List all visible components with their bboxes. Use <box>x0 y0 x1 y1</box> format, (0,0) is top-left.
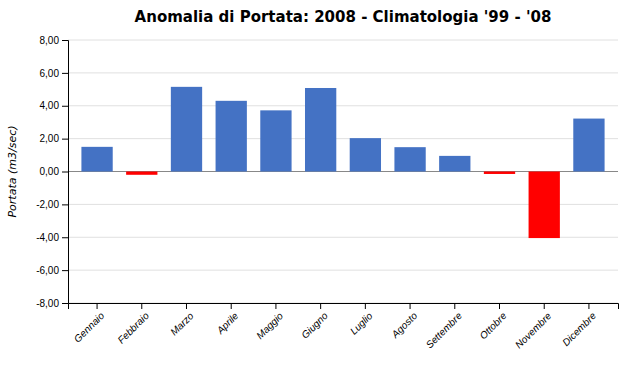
y-tick-mark <box>62 237 68 238</box>
x-tick: Luglio <box>348 303 375 337</box>
x-tick-mark <box>320 303 321 309</box>
y-tick-label: -8,00 <box>36 298 59 309</box>
x-tick-mark <box>186 303 187 309</box>
x-tick-label: Luglio <box>348 310 375 337</box>
x-tick-mark <box>499 303 500 309</box>
x-tick-label: Gennaio <box>72 310 107 345</box>
y-tick: -6,00 <box>36 265 68 276</box>
bar <box>529 172 560 239</box>
y-tick: -4,00 <box>36 232 68 243</box>
x-tick-label: Novembre <box>513 310 554 351</box>
grid <box>68 40 618 303</box>
x-tick-label: Febbraio <box>115 310 151 346</box>
y-tick-mark <box>62 172 68 173</box>
y-tick-label: -2,00 <box>36 199 59 210</box>
bar <box>573 119 604 172</box>
plot: -8,00 -6,00 -4,00 -2,00 0,00 2,00 4,00 6,00 8,00… <box>36 35 618 351</box>
grid-line <box>68 40 618 41</box>
x-tick: Giugno <box>299 303 330 341</box>
y-tick-label: 4,00 <box>40 100 60 111</box>
x-tick-mark <box>97 303 98 309</box>
x-tick-mark <box>141 303 142 309</box>
bar <box>350 138 381 171</box>
y-axis-title: Portata (m3/sec) <box>6 125 19 217</box>
x-tick-mark <box>410 303 411 309</box>
y-tick-label: 6,00 <box>40 68 60 79</box>
y-tick-mark <box>62 270 68 271</box>
y-tick-mark <box>62 303 68 304</box>
x-tick-mark <box>231 303 232 309</box>
y-axis: -8,00 -6,00 -4,00 -2,00 0,00 2,00 4,00 6,00 8,00 <box>36 35 68 309</box>
x-tick: Marzo <box>168 303 196 338</box>
x-tick-label: Aprile <box>214 310 241 337</box>
y-tick-label: 8,00 <box>40 35 60 46</box>
x-tick: Dicembre <box>560 303 598 348</box>
x-tick-mark <box>365 303 366 309</box>
bar <box>484 172 515 174</box>
grid-line <box>68 72 618 73</box>
y-tick-mark <box>62 139 68 140</box>
x-tick-label: Giugno <box>299 310 330 341</box>
y-tick-mark <box>62 204 68 205</box>
x-tick: Ottobre <box>477 303 509 341</box>
y-tick-mark <box>62 73 68 74</box>
x-axis: GennaioFebbraio Marzo Aprile Maggio Giugno Lu… <box>69 303 619 350</box>
y-tick-mark <box>62 106 68 107</box>
x-tick-label: Marzo <box>168 310 196 338</box>
x-tick: Febbraio <box>115 303 151 346</box>
y-tick: 4,00 <box>40 100 68 111</box>
y-tick-label: 2,00 <box>40 133 60 144</box>
x-axis-line <box>69 304 619 310</box>
x-tick: Aprile <box>214 303 241 337</box>
x-tick-mark <box>588 303 589 309</box>
bar <box>216 101 247 172</box>
x-tick-mark <box>454 303 455 309</box>
bar <box>394 147 425 171</box>
x-tick-mark <box>544 303 545 309</box>
y-tick: 8,00 <box>40 35 68 46</box>
bar <box>126 172 157 175</box>
grid-line <box>68 270 618 271</box>
x-tick-label: Ottobre <box>477 310 509 342</box>
x-tick-mark <box>275 303 276 309</box>
x-tick: Agosto <box>389 303 420 341</box>
title: Anomalia di Portata: 2008 - Climatologia… <box>135 8 552 26</box>
grid-line <box>68 138 618 139</box>
x-tick: Gennaio <box>72 303 107 345</box>
grid-line <box>68 105 618 106</box>
x-tick-label: Dicembre <box>560 310 598 348</box>
bar <box>171 87 202 172</box>
x-tick-label: Agosto <box>389 310 420 341</box>
y-axis-line <box>62 41 69 304</box>
y-tick: 0,00 <box>40 166 68 177</box>
y-tick: -2,00 <box>36 199 68 210</box>
x-tick: Maggio <box>254 303 285 341</box>
x-tick: Novembre <box>513 303 554 350</box>
y-tick-label: -6,00 <box>36 265 59 276</box>
y-tick-mark <box>62 40 68 41</box>
x-tick-label: Maggio <box>254 310 285 341</box>
bar <box>439 156 470 172</box>
bars <box>81 87 604 238</box>
bar <box>260 110 291 171</box>
y-tick: 6,00 <box>40 68 68 79</box>
x-tick-label: Settembre <box>424 310 465 351</box>
bar <box>81 147 112 172</box>
y-tick-label: 0,00 <box>40 166 60 177</box>
y-tick: 2,00 <box>40 133 68 144</box>
x-tick: Settembre <box>424 303 465 350</box>
bar <box>305 88 336 172</box>
y-tick-label: -4,00 <box>36 232 59 243</box>
chart: Anomalia di Portata: 2008 - Climatologia… <box>0 0 633 381</box>
y-tick: -8,00 <box>36 298 68 309</box>
